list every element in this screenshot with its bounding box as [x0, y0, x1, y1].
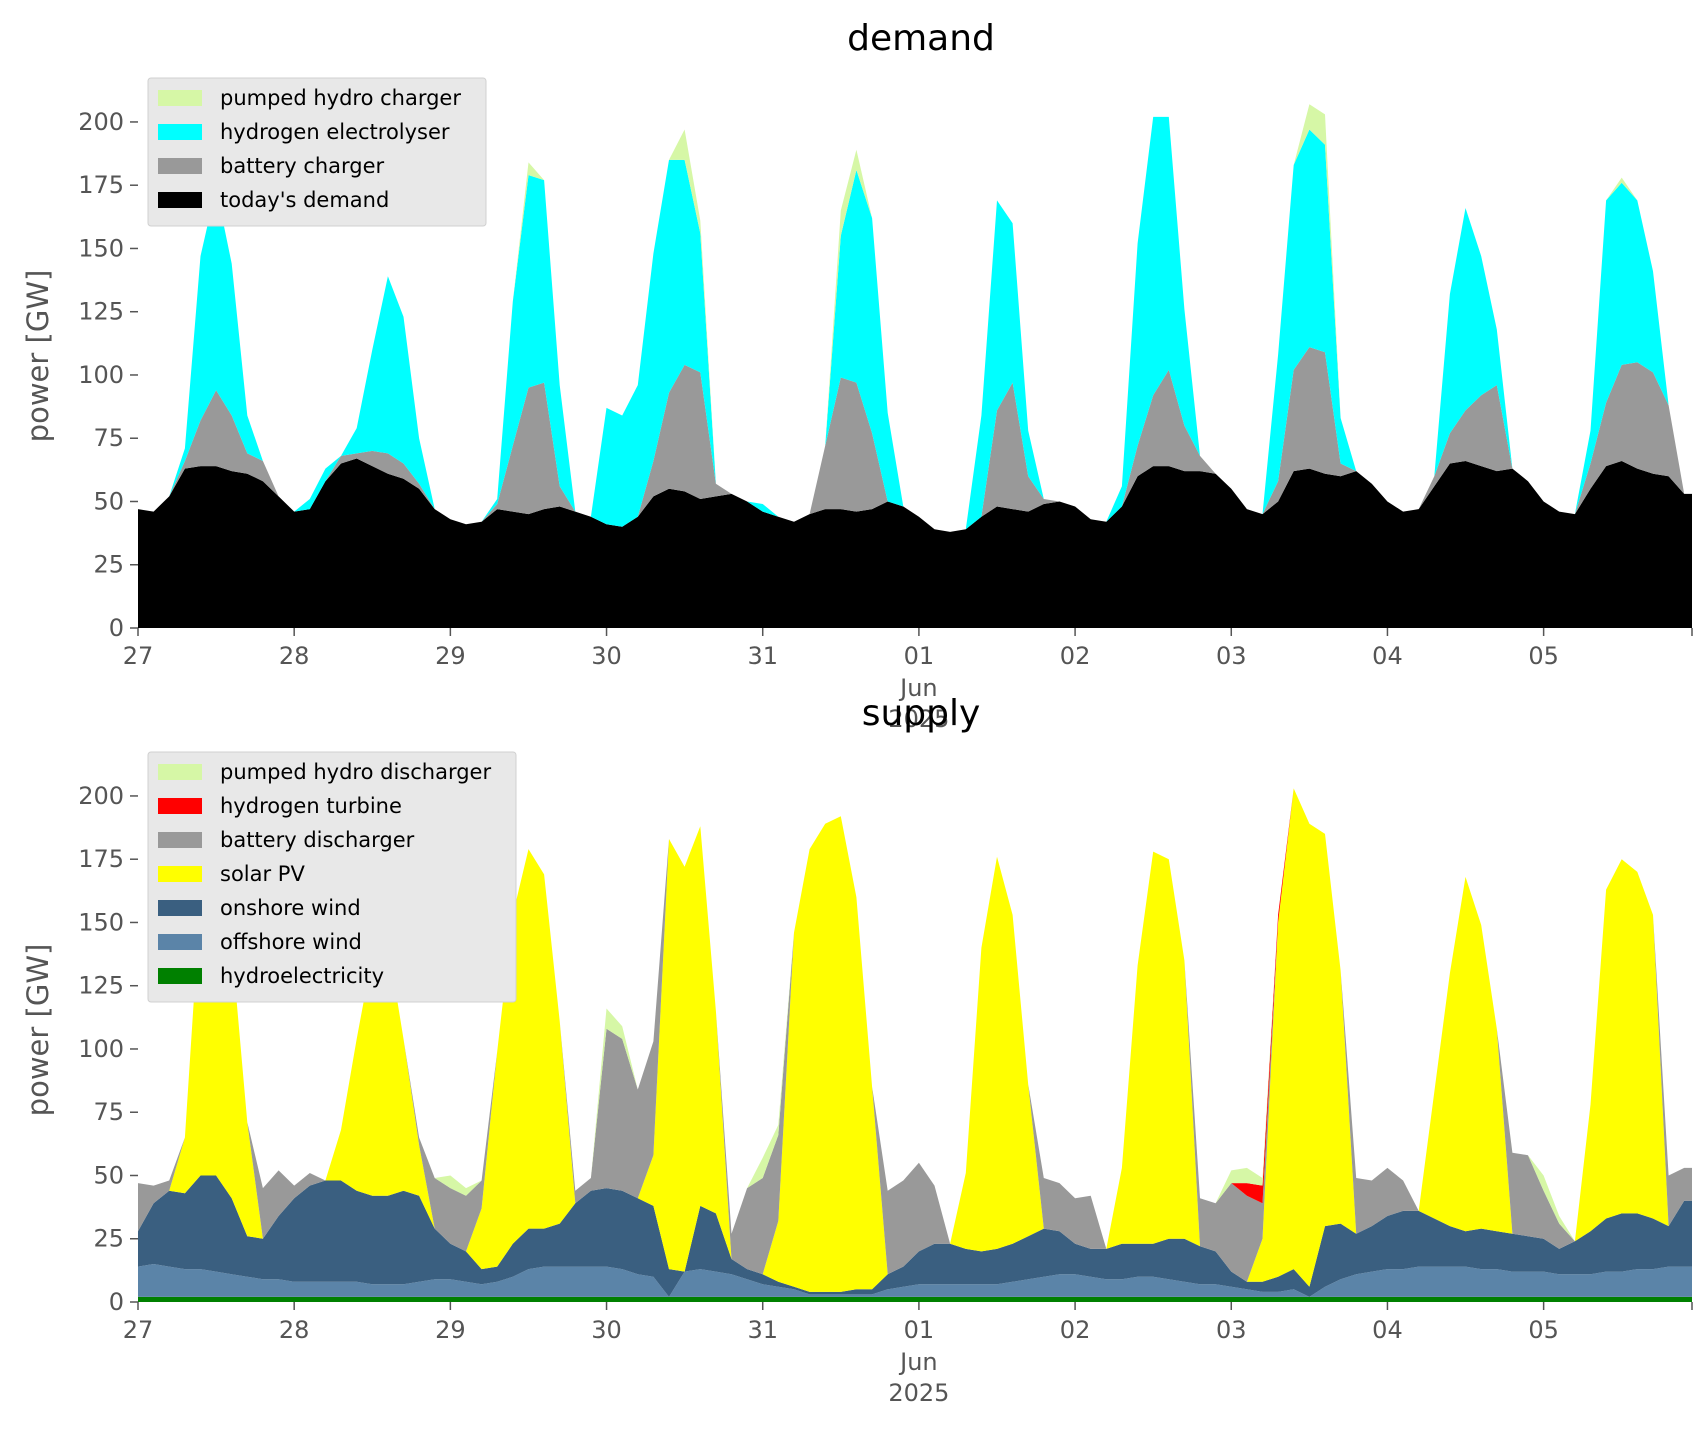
chart-title: supply: [862, 693, 981, 734]
area-battery-charger: [138, 347, 1692, 532]
y-tick-label: 25: [93, 1225, 124, 1253]
x-tick-label: 04: [1372, 642, 1403, 670]
x-tick-label: 01: [904, 1316, 935, 1344]
legend-label: pumped hydro charger: [220, 86, 461, 110]
y-tick-label: 25: [93, 551, 124, 579]
x-tick-label: 28: [279, 1316, 310, 1344]
chart-supply: 0 25 50 75 100 125 150 175 200 27 28 29 30 31 01 02 03 04…: [21, 693, 1693, 1407]
x-tick-label: 03: [1216, 642, 1247, 670]
x-tick-label: 02: [1060, 1316, 1091, 1344]
y-tick-label: 50: [93, 487, 124, 515]
legend-label: battery discharger: [220, 828, 415, 852]
y-tick-label: 175: [78, 171, 124, 199]
x-tick-label: 28: [279, 642, 310, 670]
legend-swatch: [158, 900, 202, 916]
legend-swatch: [158, 764, 202, 780]
x-tick-label: 04: [1372, 1316, 1403, 1344]
y-tick-label: 100: [78, 1035, 124, 1063]
y-tick-label: 75: [93, 424, 124, 452]
y-tick-label: 125: [78, 298, 124, 326]
x-tick-label: 30: [591, 642, 622, 670]
legend-label: offshore wind: [220, 930, 362, 954]
y-tick-label: 150: [78, 234, 124, 262]
area-hydroelectricity: [138, 1296, 1692, 1302]
y-tick-label: 200: [78, 782, 124, 810]
x-tick-label: 02: [1060, 642, 1091, 670]
legend-label: solar PV: [220, 862, 305, 886]
legend-swatch: [158, 968, 202, 984]
legend-swatch: [158, 158, 202, 174]
y-tick-label: 125: [78, 972, 124, 1000]
y-tick-label: 150: [78, 908, 124, 936]
area-today-s-demand: [138, 458, 1692, 628]
y-tick-label: 0: [109, 1288, 124, 1316]
chart-title: demand: [847, 18, 995, 59]
legend-swatch: [158, 192, 202, 208]
legend-label: today's demand: [220, 188, 389, 212]
area-battery-discharger: [138, 788, 1692, 1282]
x-year-label: 2025: [888, 705, 949, 733]
area-offshore-wind: [138, 1264, 1692, 1297]
legend-box: [147, 77, 487, 227]
legend-swatch: [158, 832, 202, 848]
x-tick-label: 05: [1528, 1316, 1559, 1344]
x-tick-label: 29: [435, 642, 466, 670]
y-tick-label: 50: [93, 1161, 124, 1189]
legend-label: onshore wind: [220, 896, 361, 920]
x-month-label: Jun: [898, 1348, 938, 1376]
y-tick-label: 100: [78, 361, 124, 389]
y-tick-label: 175: [78, 845, 124, 873]
legend-label: pumped hydro discharger: [220, 760, 491, 784]
legend-label: hydroelectricity: [220, 964, 384, 988]
legend-box: [147, 751, 517, 1003]
y-axis-label: power [GW]: [21, 944, 55, 1117]
x-year-label: 2025: [888, 1379, 949, 1407]
legend-label: battery charger: [220, 154, 385, 178]
x-tick-label: 29: [435, 1316, 466, 1344]
legend-swatch: [158, 798, 202, 814]
x-tick-label: 30: [591, 1316, 622, 1344]
y-axis-label: power [GW]: [21, 270, 55, 443]
legend: pumped hydro discharger hydrogen turbine b…: [147, 751, 517, 1003]
x-month-label: Jun: [898, 674, 938, 702]
y-tick-label: 200: [78, 108, 124, 136]
legend-swatch: [158, 124, 202, 140]
legend-label: hydrogen electrolyser: [220, 120, 450, 144]
x-tick-label: 31: [747, 642, 778, 670]
area-solar-pv: [138, 788, 1692, 1292]
legend: pumped hydro charger hydrogen electrolyse…: [147, 77, 487, 227]
legend-swatch: [158, 90, 202, 106]
area-onshore-wind: [138, 1175, 1692, 1297]
area-hydrogen-electrolyser: [138, 116, 1692, 532]
x-tick-label: 03: [1216, 1316, 1247, 1344]
y-tick-label: 75: [93, 1098, 124, 1126]
chart-demand: 0 25 50 75 100 125 150 175 200 27 28 29 30 31 01 02 03 04…: [21, 18, 1693, 733]
x-tick-label: 27: [123, 1316, 154, 1344]
legend-swatch: [158, 866, 202, 882]
y-tick-label: 0: [109, 614, 124, 642]
legend-swatch: [158, 934, 202, 950]
x-tick-label: 05: [1528, 642, 1559, 670]
legend-label: hydrogen turbine: [220, 794, 402, 818]
x-tick-label: 01: [904, 642, 935, 670]
x-tick-label: 27: [123, 642, 154, 670]
x-tick-label: 31: [747, 1316, 778, 1344]
